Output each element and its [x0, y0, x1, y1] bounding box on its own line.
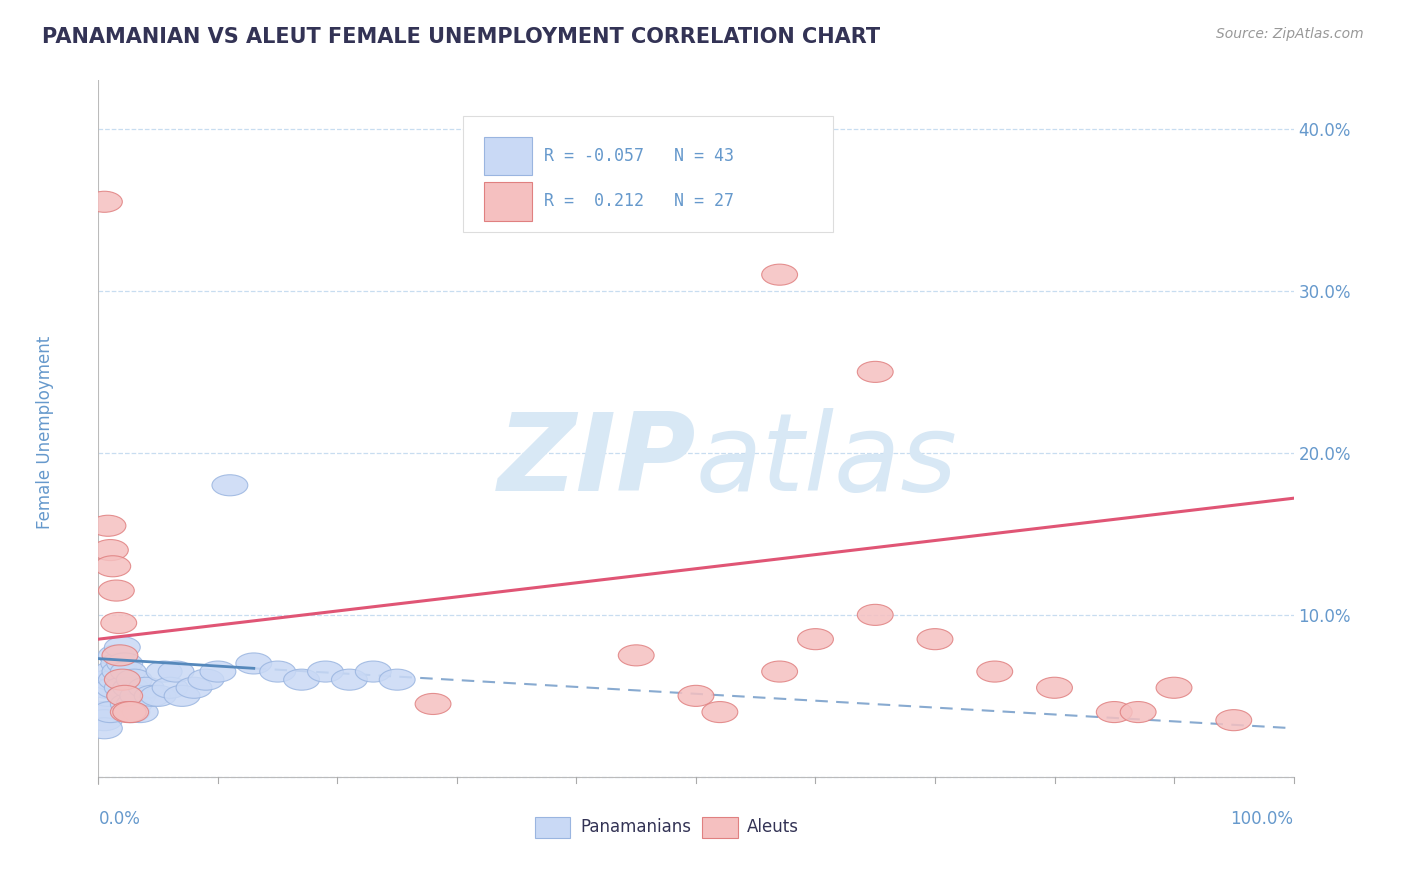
Ellipse shape [94, 556, 131, 577]
Ellipse shape [107, 653, 142, 674]
FancyBboxPatch shape [534, 817, 571, 838]
Ellipse shape [117, 693, 152, 714]
Ellipse shape [917, 629, 953, 649]
Ellipse shape [678, 685, 714, 706]
Ellipse shape [101, 653, 136, 674]
Text: 100.0%: 100.0% [1230, 810, 1294, 828]
Ellipse shape [1156, 677, 1192, 698]
Ellipse shape [110, 701, 146, 723]
Ellipse shape [110, 693, 146, 714]
Ellipse shape [284, 669, 319, 690]
Text: atlas: atlas [696, 409, 957, 513]
Ellipse shape [165, 685, 200, 706]
Ellipse shape [98, 669, 135, 690]
Text: R =  0.212   N = 27: R = 0.212 N = 27 [544, 193, 734, 211]
Ellipse shape [96, 677, 132, 698]
Ellipse shape [110, 661, 146, 682]
Text: PANAMANIAN VS ALEUT FEMALE UNEMPLOYMENT CORRELATION CHART: PANAMANIAN VS ALEUT FEMALE UNEMPLOYMENT … [42, 27, 880, 46]
Ellipse shape [122, 701, 159, 723]
Ellipse shape [415, 693, 451, 714]
Ellipse shape [260, 661, 295, 682]
Ellipse shape [619, 645, 654, 666]
Ellipse shape [308, 661, 343, 682]
Ellipse shape [858, 361, 893, 383]
Text: Panamanians: Panamanians [581, 818, 690, 836]
Ellipse shape [762, 661, 797, 682]
Ellipse shape [146, 661, 183, 682]
Ellipse shape [107, 685, 142, 706]
Ellipse shape [104, 669, 141, 690]
Ellipse shape [977, 661, 1012, 682]
Ellipse shape [87, 710, 122, 731]
Ellipse shape [332, 669, 367, 690]
Ellipse shape [188, 669, 224, 690]
FancyBboxPatch shape [485, 136, 533, 176]
Ellipse shape [762, 264, 797, 285]
Text: ZIP: ZIP [498, 408, 696, 514]
Ellipse shape [101, 613, 136, 633]
Ellipse shape [103, 645, 138, 666]
Ellipse shape [112, 677, 149, 698]
Ellipse shape [152, 677, 188, 698]
Text: Female Unemployment: Female Unemployment [35, 336, 53, 529]
Ellipse shape [87, 701, 122, 723]
Ellipse shape [176, 677, 212, 698]
Ellipse shape [1097, 701, 1132, 723]
Ellipse shape [107, 685, 142, 706]
Ellipse shape [104, 637, 141, 657]
Ellipse shape [87, 191, 122, 212]
Ellipse shape [1216, 710, 1251, 731]
Ellipse shape [858, 605, 893, 625]
Ellipse shape [93, 669, 128, 690]
Ellipse shape [94, 661, 131, 682]
Ellipse shape [87, 718, 122, 739]
Ellipse shape [114, 701, 150, 723]
Ellipse shape [89, 677, 125, 698]
Ellipse shape [356, 661, 391, 682]
Ellipse shape [117, 669, 152, 690]
Ellipse shape [93, 701, 128, 723]
Ellipse shape [797, 629, 834, 649]
Ellipse shape [128, 677, 165, 698]
Ellipse shape [141, 685, 176, 706]
Ellipse shape [120, 685, 156, 706]
FancyBboxPatch shape [463, 115, 834, 232]
Text: 0.0%: 0.0% [98, 810, 141, 828]
Ellipse shape [98, 580, 135, 601]
Ellipse shape [236, 653, 271, 674]
Ellipse shape [93, 540, 128, 560]
Ellipse shape [90, 516, 127, 536]
Ellipse shape [98, 645, 135, 666]
Ellipse shape [1036, 677, 1073, 698]
Text: Source: ZipAtlas.com: Source: ZipAtlas.com [1216, 27, 1364, 41]
Ellipse shape [1121, 701, 1156, 723]
Ellipse shape [380, 669, 415, 690]
Ellipse shape [103, 661, 138, 682]
Ellipse shape [212, 475, 247, 496]
Ellipse shape [104, 677, 141, 698]
FancyBboxPatch shape [702, 817, 738, 838]
Ellipse shape [702, 701, 738, 723]
FancyBboxPatch shape [485, 183, 533, 221]
Ellipse shape [90, 685, 127, 706]
Ellipse shape [159, 661, 194, 682]
Ellipse shape [200, 661, 236, 682]
Text: R = -0.057   N = 43: R = -0.057 N = 43 [544, 146, 734, 165]
Ellipse shape [112, 701, 149, 723]
Text: Aleuts: Aleuts [748, 818, 800, 836]
Ellipse shape [135, 685, 170, 706]
